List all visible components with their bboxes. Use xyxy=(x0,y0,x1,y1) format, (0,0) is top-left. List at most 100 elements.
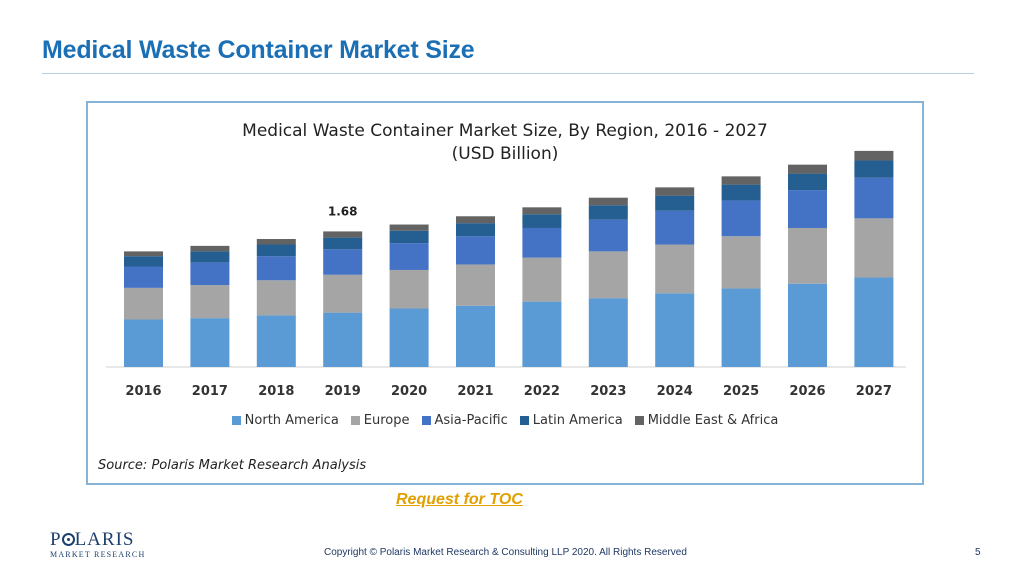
bar-2017-latin-america xyxy=(190,251,230,263)
polaris-logo: P LARIS MARKET RESEARCH xyxy=(50,529,146,560)
bar-2023-middle-east-africa xyxy=(588,197,628,206)
stacked-bar-chart: 2016 2017 2018 2019 1.68 2020 2021 2022 2023 2024… xyxy=(106,150,906,399)
bar-2021-asia-pacific xyxy=(456,236,495,265)
legend-label: Latin America xyxy=(532,413,623,428)
legend-swatch xyxy=(519,416,529,425)
legend-label: Middle East & Africa xyxy=(647,413,779,428)
bar-2016-middle-east-africa xyxy=(124,251,163,257)
x-tick-label: 2022 xyxy=(524,384,560,399)
x-tick-label: 2016 xyxy=(125,384,161,399)
bar-2022-latin-america xyxy=(522,214,562,228)
legend-swatch xyxy=(231,416,241,425)
bar-2019-middle-east-africa xyxy=(323,231,363,238)
slide-title: Medical Waste Container Market Size xyxy=(42,36,475,64)
bar-2019-asia-pacific xyxy=(323,249,363,275)
bar-2016-north-america xyxy=(124,319,163,367)
x-tick-label: 2026 xyxy=(789,384,825,399)
bar-2022-middle-east-africa xyxy=(522,207,562,215)
x-tick-label: 2023 xyxy=(590,384,626,399)
bar-2022-north-america xyxy=(522,301,562,367)
legend-item: Europe xyxy=(350,413,410,428)
bar-2018-asia-pacific xyxy=(256,256,296,281)
bar-2018-europe xyxy=(256,280,296,316)
logo-text-end: LARIS xyxy=(74,529,135,550)
bar-2023-north-america xyxy=(588,298,628,367)
bar-2026-north-america xyxy=(788,283,827,367)
bar-2027-middle-east-africa xyxy=(854,150,894,161)
bar-2026-middle-east-africa xyxy=(788,164,827,174)
legend-item: Latin America xyxy=(519,413,623,428)
bar-2027-asia-pacific xyxy=(854,177,894,219)
bar-2026-asia-pacific xyxy=(788,190,827,228)
chart-subtitle: (USD Billion) xyxy=(451,144,559,164)
bar-2020-latin-america xyxy=(389,230,429,244)
bar-2021-middle-east-africa xyxy=(456,216,495,224)
bar-2024-europe xyxy=(655,244,695,294)
bar-2027-north-america xyxy=(854,277,894,367)
bar-2025-asia-pacific xyxy=(721,200,761,237)
bar-2017-asia-pacific xyxy=(190,262,230,286)
bar-2021-europe xyxy=(456,264,495,306)
legend-swatch xyxy=(634,416,644,425)
x-tick-label: 2019 xyxy=(325,384,361,399)
bar-2022-europe xyxy=(522,257,562,302)
legend-label: Europe xyxy=(363,413,410,428)
bar-2027-latin-america xyxy=(854,160,894,178)
bar-2024-middle-east-africa xyxy=(655,187,695,196)
x-tick-label: 2020 xyxy=(391,384,427,399)
bar-2019-latin-america xyxy=(323,237,363,250)
title-divider xyxy=(42,73,974,74)
legend-item: North America xyxy=(231,413,339,428)
bar-2017-north-america xyxy=(190,318,230,367)
bar-2020-north-america xyxy=(389,308,429,367)
x-tick-label: 2018 xyxy=(258,384,294,399)
bar-2022-asia-pacific xyxy=(522,227,562,258)
bar-2025-middle-east-africa xyxy=(721,176,761,185)
bar-2016-asia-pacific xyxy=(124,266,163,288)
legend-label: Asia-Pacific xyxy=(434,413,508,428)
legend-swatch xyxy=(421,416,431,425)
bar-2020-middle-east-africa xyxy=(389,224,429,231)
x-tick-label: 2017 xyxy=(192,384,228,399)
bar-2018-north-america xyxy=(256,315,296,367)
logo-star-icon xyxy=(61,533,75,546)
copyright-text: Copyright © Polaris Market Research & Co… xyxy=(324,547,687,558)
bar-2024-latin-america xyxy=(655,195,695,211)
chart-frame: 2016 2017 2018 2019 1.68 2020 2021 2022 2023 2024… xyxy=(86,101,924,485)
legend-item: Asia-Pacific xyxy=(421,413,508,428)
bar-2025-latin-america xyxy=(721,184,761,201)
bar-2026-latin-america xyxy=(788,173,827,191)
bar-2018-middle-east-africa xyxy=(256,238,296,245)
logo-subtitle: MARKET RESEARCH xyxy=(50,550,146,559)
x-tick-label: 2021 xyxy=(457,384,493,399)
legend-item: Middle East & Africa xyxy=(634,413,779,428)
bar-2020-europe xyxy=(389,269,429,309)
page-number: 5 xyxy=(975,547,981,558)
bar-2025-north-america xyxy=(721,288,761,367)
legend-label: North America xyxy=(244,413,339,428)
bar-2021-latin-america xyxy=(456,223,495,237)
legend-swatch xyxy=(350,416,360,425)
bar-2019-europe xyxy=(323,274,363,313)
x-tick-label: 2024 xyxy=(657,384,693,399)
chart-legend: North America Europe Asia-Pacific Latin Ame… xyxy=(88,413,922,428)
bar-2025-europe xyxy=(721,236,761,289)
bar-2023-latin-america xyxy=(588,205,628,220)
bar-2018-latin-america xyxy=(256,244,296,257)
bar-2017-middle-east-africa xyxy=(190,245,230,252)
request-toc-link[interactable]: Request for TOC xyxy=(396,491,523,508)
bar-2024-north-america xyxy=(655,293,695,367)
data-label-2019: 1.68 xyxy=(328,204,358,218)
bar-2020-asia-pacific xyxy=(389,243,429,270)
bar-2026-europe xyxy=(788,227,827,284)
bar-2023-asia-pacific xyxy=(588,219,628,252)
x-tick-label: 2027 xyxy=(856,384,892,399)
chart-title: Medical Waste Container Market Size, By … xyxy=(242,121,768,141)
bar-2024-asia-pacific xyxy=(655,210,695,245)
bar-2019-north-america xyxy=(323,312,363,367)
bar-2023-europe xyxy=(588,251,628,299)
bar-2016-latin-america xyxy=(124,256,163,267)
x-tick-label: 2025 xyxy=(723,384,759,399)
chart-source: Source: Polaris Market Research Analysis xyxy=(98,458,367,473)
bar-2016-europe xyxy=(124,287,163,320)
